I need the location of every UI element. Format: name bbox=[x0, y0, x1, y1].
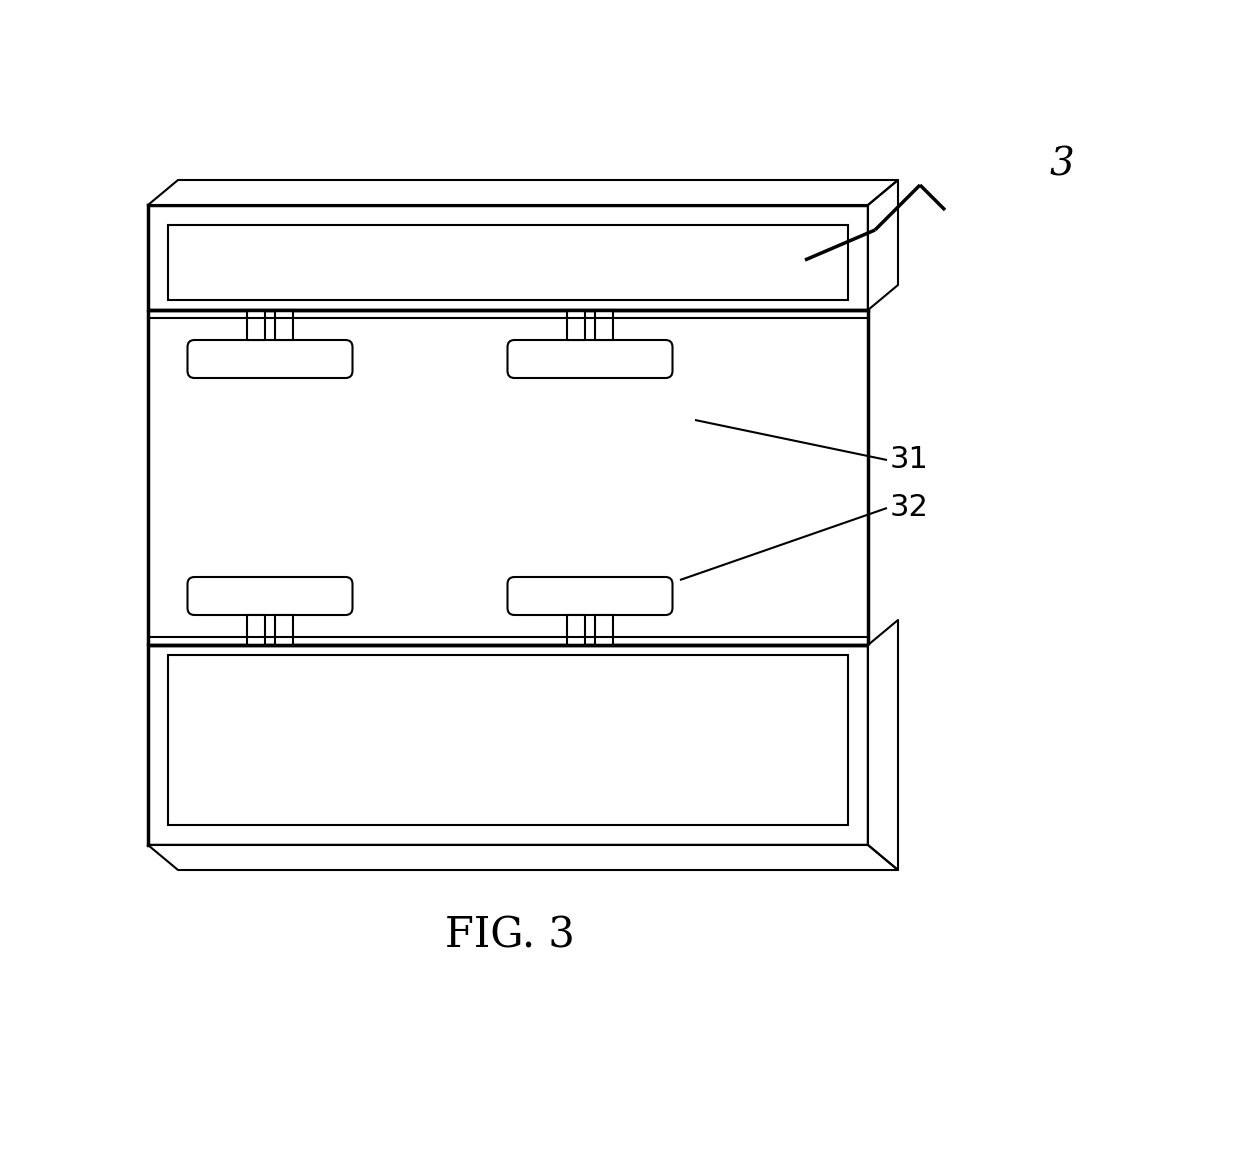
Text: 32: 32 bbox=[890, 493, 929, 522]
FancyBboxPatch shape bbox=[187, 340, 352, 378]
Bar bbox=[247, 310, 265, 340]
Text: 3: 3 bbox=[1050, 146, 1075, 183]
Bar bbox=[247, 615, 265, 645]
FancyBboxPatch shape bbox=[507, 576, 672, 615]
Polygon shape bbox=[148, 845, 898, 871]
Polygon shape bbox=[868, 180, 898, 310]
Bar bbox=[167, 655, 848, 826]
Bar bbox=[595, 615, 613, 645]
Bar bbox=[275, 310, 293, 340]
Bar bbox=[567, 615, 585, 645]
FancyBboxPatch shape bbox=[187, 576, 352, 615]
Polygon shape bbox=[148, 180, 898, 205]
Bar bbox=[275, 615, 293, 645]
Bar bbox=[148, 645, 868, 845]
Bar bbox=[595, 310, 613, 340]
Bar bbox=[167, 225, 848, 300]
Text: 31: 31 bbox=[890, 445, 929, 475]
FancyBboxPatch shape bbox=[507, 340, 672, 378]
Bar bbox=[567, 310, 585, 340]
Polygon shape bbox=[868, 620, 898, 871]
Bar bbox=[148, 205, 868, 310]
Text: FIG. 3: FIG. 3 bbox=[445, 914, 575, 956]
